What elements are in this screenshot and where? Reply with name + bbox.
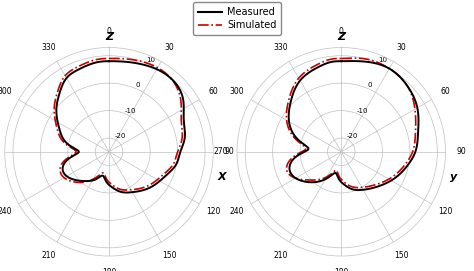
Text: y: y [450, 172, 457, 182]
Legend: Measured, Simulated: Measured, Simulated [193, 2, 281, 35]
Text: X: X [218, 172, 227, 182]
Text: Z: Z [337, 32, 346, 42]
Text: Z: Z [105, 32, 113, 42]
